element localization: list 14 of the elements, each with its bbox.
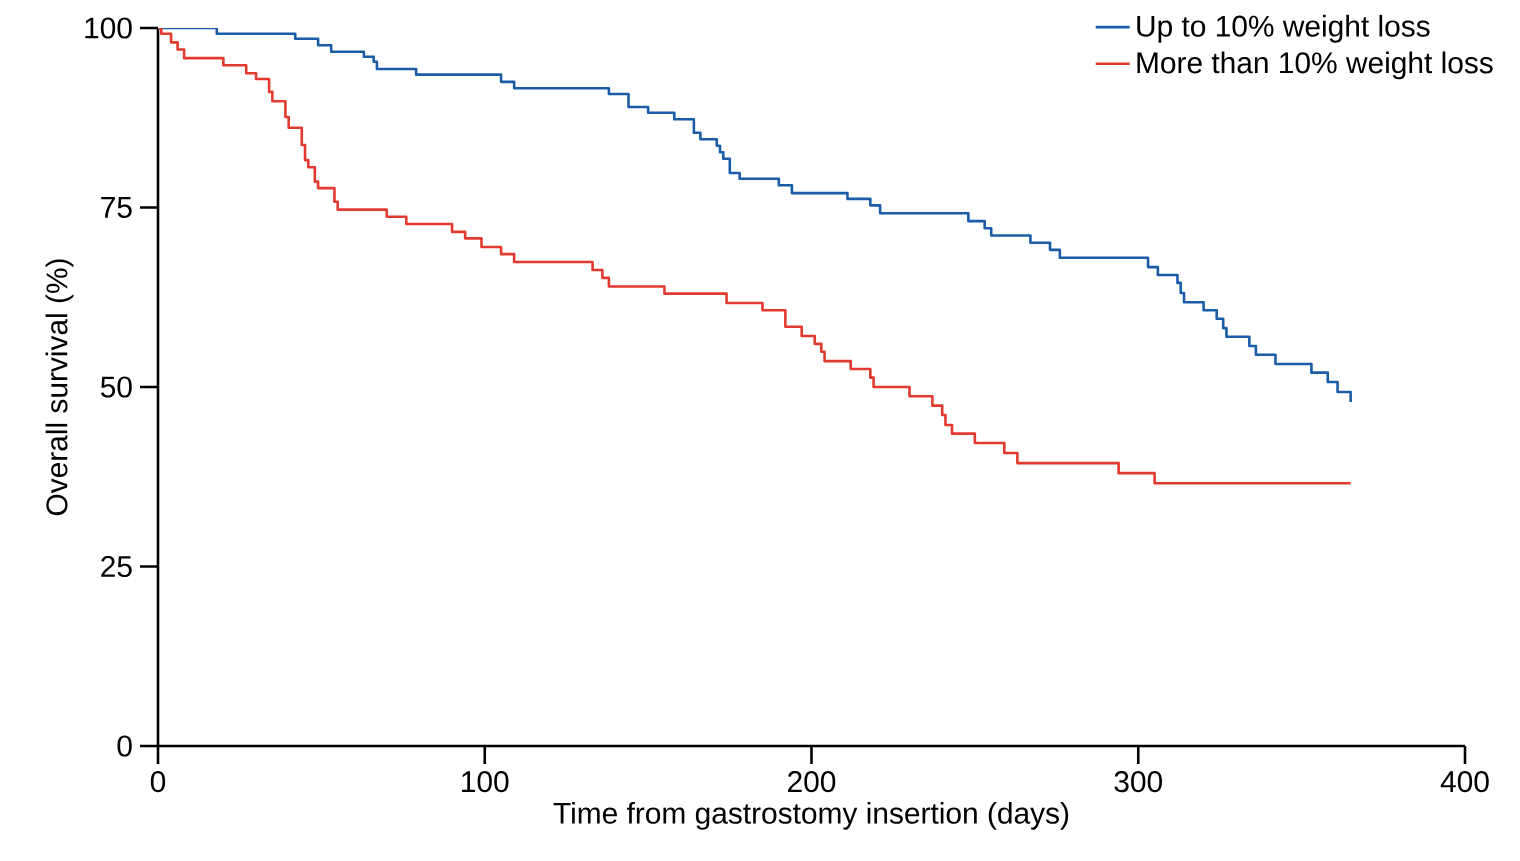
x-tick-label: 400 [1440, 771, 1489, 793]
y-tick-label: 0 [117, 735, 132, 757]
y-axis-title: Overall survival (%) [45, 259, 74, 516]
y-tick-label: 75 [101, 197, 132, 218]
y-tick-label: 100 [85, 17, 132, 39]
x-tick-label: 300 [1114, 771, 1162, 793]
x-tick-label: 200 [788, 771, 836, 793]
legend-label: Up to 10% weight loss [1137, 14, 1430, 43]
y-tick-label: 25 [101, 555, 132, 578]
legend-label: More than 10% weight loss [1137, 51, 1493, 80]
x-axis-title: Time from gastrostomy insertion (days) [553, 801, 1069, 830]
x-tick-label: 0 [150, 771, 166, 793]
y-tick-label: 50 [100, 376, 132, 398]
x-tick-label: 100 [462, 771, 509, 793]
